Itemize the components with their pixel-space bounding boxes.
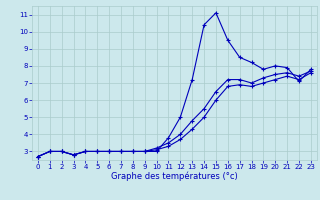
X-axis label: Graphe des températures (°c): Graphe des températures (°c) (111, 172, 238, 181)
